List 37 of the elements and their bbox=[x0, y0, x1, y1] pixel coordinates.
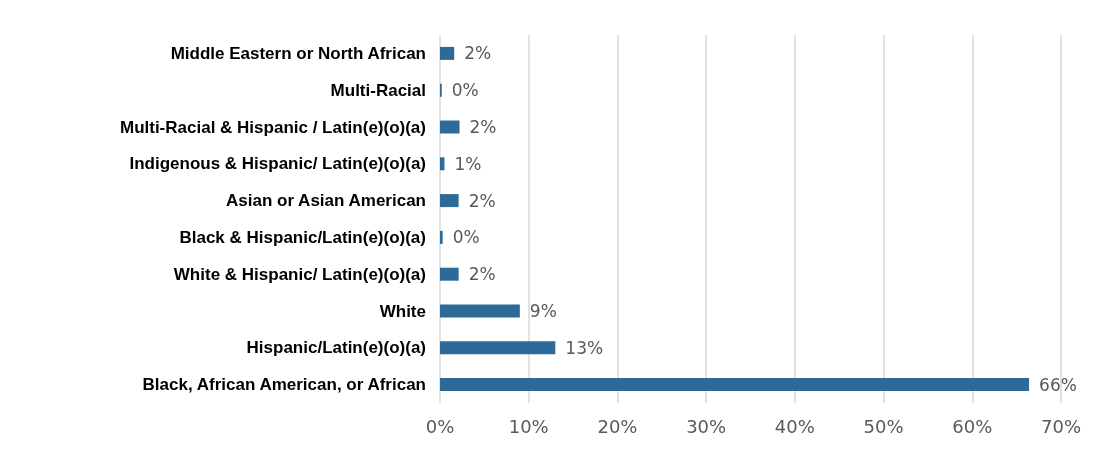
y-tick-label: White & Hispanic/ Latin(e)(o)(a) bbox=[173, 264, 426, 284]
data-label: 9% bbox=[529, 301, 557, 321]
bar bbox=[440, 230, 443, 244]
bar bbox=[440, 341, 556, 355]
bar bbox=[440, 157, 445, 171]
y-tick-label: Multi-Racial & Hispanic / Latin(e)(o)(a) bbox=[119, 117, 426, 137]
data-label: 0% bbox=[452, 227, 480, 248]
bar bbox=[440, 378, 1030, 392]
bar bbox=[440, 120, 460, 134]
x-tick-label: 50% bbox=[863, 415, 904, 437]
x-tick-label: 10% bbox=[508, 415, 549, 437]
x-tick-label: 70% bbox=[1040, 415, 1082, 437]
data-label: 13% bbox=[565, 337, 604, 358]
y-tick-label: Asian or Asian American bbox=[226, 191, 426, 211]
bar bbox=[440, 267, 459, 281]
y-tick-label: White bbox=[379, 301, 426, 321]
data-label: 2% bbox=[468, 264, 496, 285]
bar bbox=[440, 304, 520, 318]
data-label: 2% bbox=[469, 117, 497, 137]
data-label: 1% bbox=[454, 153, 482, 174]
x-tick-label: 30% bbox=[686, 415, 727, 437]
y-tick-label: Middle Eastern or North African bbox=[170, 43, 426, 63]
y-tick-label: Indigenous & Hispanic/ Latin(e)(o)(a) bbox=[129, 154, 426, 174]
x-tick-label: 20% bbox=[597, 415, 638, 437]
y-tick-label: Black & Hispanic/Latin(e)(o)(a) bbox=[179, 227, 426, 247]
data-label: 2% bbox=[464, 43, 492, 64]
data-label: 0% bbox=[451, 80, 479, 101]
y-tick-label: Hispanic/Latin(e)(o)(a) bbox=[246, 338, 426, 358]
y-tick-label: Black, African American, or African bbox=[142, 375, 426, 395]
x-tick-label: 60% bbox=[952, 415, 993, 437]
data-label: 66% bbox=[1039, 374, 1077, 395]
x-tick-label: 0% bbox=[425, 415, 455, 437]
y-tick-label: Multi-Racial bbox=[330, 80, 426, 100]
data-label: 2% bbox=[468, 190, 496, 211]
x-tick-label: 40% bbox=[774, 415, 815, 437]
bar bbox=[440, 194, 459, 208]
bar bbox=[440, 46, 455, 60]
